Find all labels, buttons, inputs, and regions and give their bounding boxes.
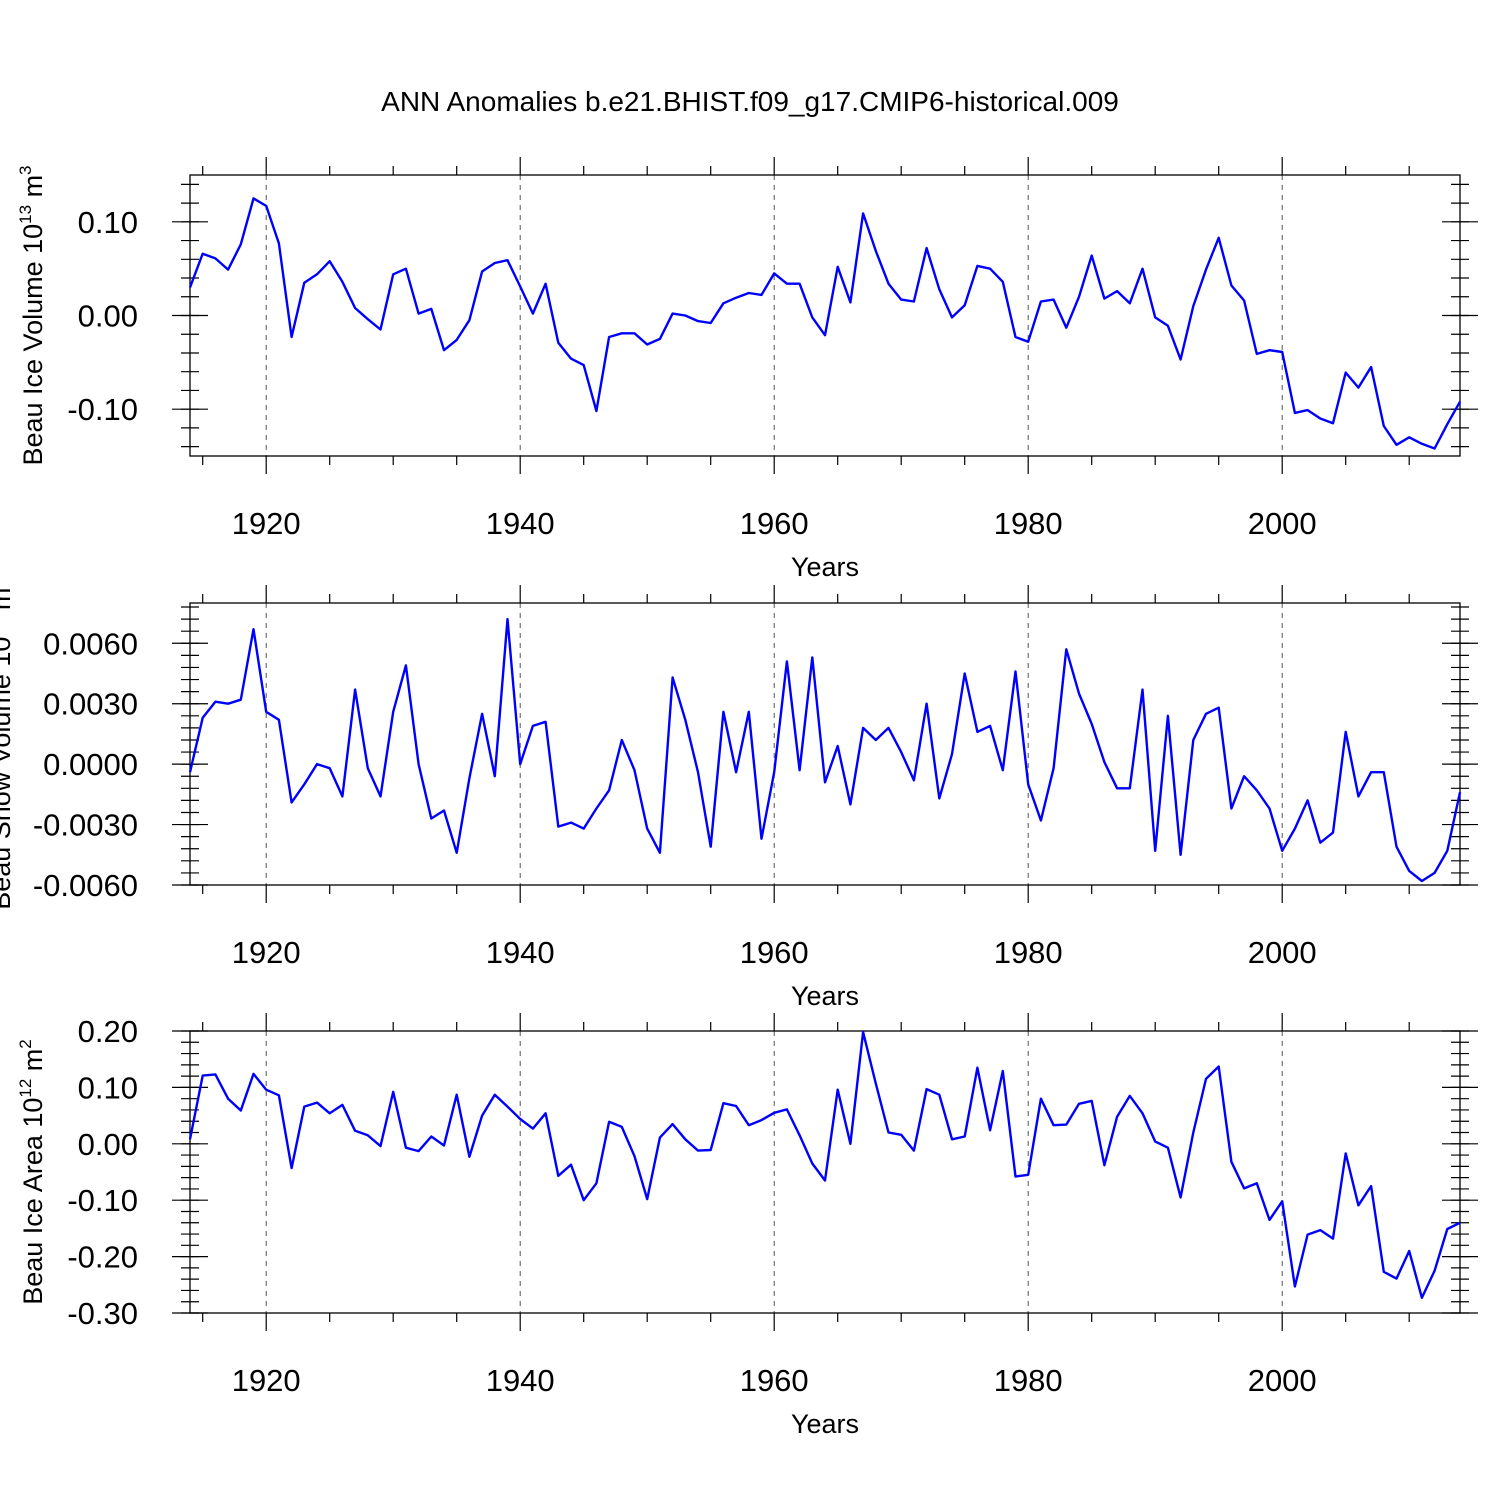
y-tick-label: 0.0060 [43, 626, 138, 661]
y-axis-title: Beau Ice Area 1012 m2 [16, 1039, 48, 1305]
x-tick-label: 1920 [232, 1363, 301, 1398]
x-tick-label: 2000 [1248, 935, 1317, 970]
x-tick-label: 1980 [994, 935, 1063, 970]
x-tick-label: 1940 [486, 506, 555, 541]
x-tick-label: 1920 [232, 935, 301, 970]
plot-frame [189, 1030, 1461, 1314]
plot-frame [189, 174, 1461, 457]
x-tick-label: 2000 [1248, 1363, 1317, 1398]
panel-ice-volume: 1920 1940 1960 1980 2000-0.100.000.10 Years … [16, 157, 1478, 582]
panel-ice-area: 1920 1940 1960 1980 2000 -0.30 -0.20 -0.10 0.00 0… [16, 1013, 1478, 1439]
x-axis-title: Years [791, 981, 859, 1011]
x-tick-label: 1960 [740, 1363, 809, 1398]
x-tick-label: 1980 [994, 1363, 1063, 1398]
x-axis-title: Years [791, 1409, 859, 1439]
panel-snow-volume: 1920 1940 1960 1980 2000 -0.0060 -0.0030 0.0000… [0, 578, 1478, 1011]
series-line [188, 617, 1462, 883]
y-tick-label: -0.10 [67, 392, 138, 427]
x-tick-label: 1940 [486, 1363, 555, 1398]
y-tick-label: -0.30 [67, 1296, 138, 1331]
y-tick-label: 0.00 [78, 1127, 138, 1162]
y-tick-label: 0.10 [78, 205, 138, 240]
y-tick-label: -0.0060 [33, 868, 138, 903]
x-axis-title: Years [791, 552, 859, 582]
y-tick-label: 0.0000 [43, 747, 138, 782]
y-tick-label: 0.0030 [43, 687, 138, 722]
x-tick-label: 1980 [994, 506, 1063, 541]
y-tick-label: 0.00 [78, 299, 138, 334]
y-tick-label: -0.0030 [33, 808, 138, 843]
y-tick-label: 0.20 [78, 1014, 138, 1049]
y-axis-title: Beau Snow Volume 1013 m3 [0, 578, 16, 910]
y-tick-label: 0.10 [78, 1070, 138, 1105]
plot-frame [189, 602, 1461, 886]
y-tick-label: -0.10 [67, 1183, 138, 1218]
x-tick-label: 1940 [486, 935, 555, 970]
x-tick-label: 2000 [1248, 506, 1317, 541]
figure-title: ANN Anomalies b.e21.BHIST.f09_g17.CMIP6-… [381, 86, 1119, 117]
x-tick-label: 1920 [232, 506, 301, 541]
series-line [188, 197, 1462, 450]
x-tick-label: 1960 [740, 506, 809, 541]
x-tick-label: 1960 [740, 935, 809, 970]
y-tick-label: -0.20 [67, 1240, 138, 1275]
series-line [188, 1030, 1461, 1300]
y-axis-title: Beau Ice Volume 1013 m3 [16, 165, 48, 465]
